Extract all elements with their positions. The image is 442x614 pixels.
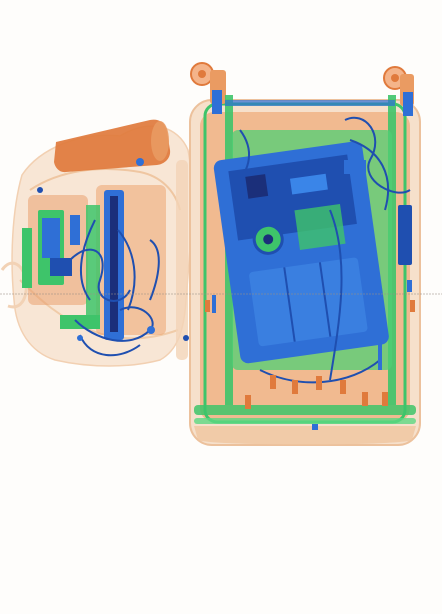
laptop (213, 141, 389, 364)
suitcase-wheels (190, 62, 414, 116)
battery-cell-divider (283, 267, 296, 342)
laptop-chip (289, 173, 328, 195)
cable-connector (183, 335, 189, 341)
electronic-chip (70, 215, 80, 245)
suitcase-bottom-rail (194, 405, 416, 415)
wheeled-suitcase (189, 62, 421, 446)
electronic-board (22, 228, 32, 288)
laptop-fan-hub (263, 234, 274, 245)
suitcase-bottom-rail (194, 418, 416, 424)
handle-top-bar (225, 100, 395, 106)
electronic-device (398, 205, 412, 265)
battery-cell-divider (318, 262, 332, 337)
laptop-chip (245, 174, 269, 199)
electronic-chip (50, 258, 72, 276)
wheel-bracket (403, 92, 413, 116)
screw (136, 158, 144, 166)
rivets (205, 300, 415, 409)
wheel-left-hub (198, 70, 206, 78)
wheel-bracket (212, 90, 222, 114)
laptop-board-green (294, 203, 346, 250)
soft-bag (0, 119, 193, 367)
bag-side-strap (176, 160, 188, 360)
electronic-board (86, 205, 100, 325)
battery-pack-edge (110, 196, 118, 332)
electronic-device (344, 160, 366, 174)
electronic-chip (42, 218, 60, 258)
container-cap (151, 121, 169, 161)
suitcase-base (194, 426, 416, 445)
laptop-battery (249, 257, 368, 347)
wheel-right-hub (391, 74, 399, 82)
cable-connector (147, 326, 155, 334)
screw (37, 187, 43, 193)
bag-fabric-fold (29, 168, 181, 211)
electronic-board (60, 315, 100, 329)
cable-connector (77, 335, 83, 341)
bolts (212, 280, 412, 430)
